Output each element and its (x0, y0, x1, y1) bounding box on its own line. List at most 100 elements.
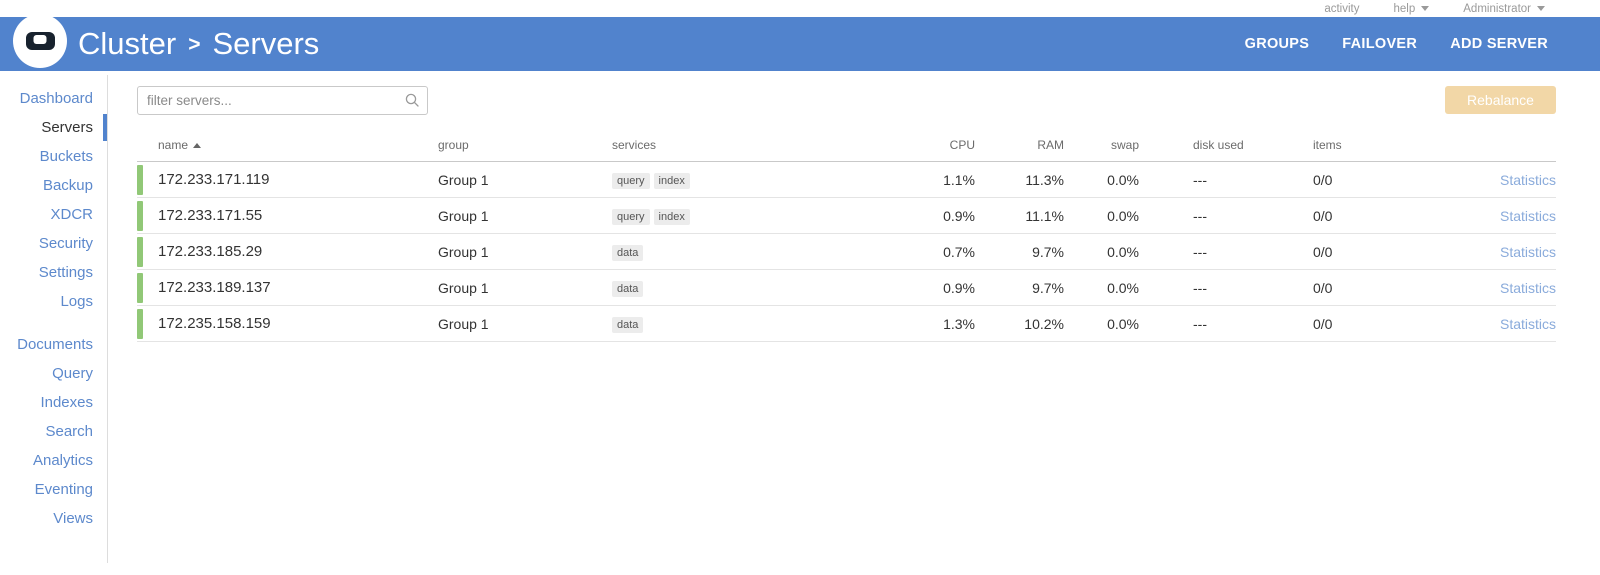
chevron-down-icon (1421, 6, 1430, 11)
sort-asc-icon (193, 142, 202, 148)
server-name: 172.233.185.29 (158, 243, 263, 260)
col-header-ram[interactable]: RAM (1037, 138, 1064, 152)
top-strip: activity help Administrator (0, 0, 1600, 17)
items-value: 0/0 (1313, 171, 1333, 188)
col-header-cpu[interactable]: CPU (949, 138, 975, 152)
server-row[interactable]: 172.233.189.137 Group 1 data 0.9% 9.7% 0… (137, 270, 1556, 306)
header-nav: GROUPS FAILOVER ADD SERVER (1245, 36, 1600, 52)
filter-wrap (137, 86, 428, 115)
server-row[interactable]: 172.235.158.159 Group 1 data 1.3% 10.2% … (137, 306, 1556, 342)
statistics-link[interactable]: Statistics (1499, 243, 1556, 260)
sidebar-item-search[interactable]: Search (45, 423, 93, 440)
server-name: 172.233.171.119 (158, 171, 270, 188)
active-indicator (103, 114, 107, 141)
activity-label: activity (1324, 2, 1360, 15)
cpu-value: 0.9% (943, 207, 975, 224)
server-name: 172.233.171.55 (158, 207, 263, 224)
breadcrumb-separator: > (188, 33, 201, 56)
activity-link[interactable]: activity (1324, 3, 1359, 15)
sidebar-item-query[interactable]: Query (52, 365, 93, 382)
couchbase-couch-icon (25, 32, 55, 50)
sidebar-divider (107, 75, 108, 563)
cpu-value: 0.7% (943, 243, 975, 260)
toolbar: Rebalance (137, 86, 1556, 115)
couchbase-logo (13, 14, 67, 68)
sidebar-item-label: Servers (41, 119, 93, 136)
swap-value: 0.0% (1107, 207, 1139, 224)
cpu-value: 1.1% (943, 171, 975, 188)
rebalance-button[interactable]: Rebalance (1445, 86, 1556, 114)
server-name: 172.233.189.137 (158, 279, 271, 296)
swap-value: 0.0% (1107, 279, 1139, 296)
failover-button[interactable]: FAILOVER (1342, 36, 1418, 52)
server-row[interactable]: 172.233.185.29 Group 1 data 0.7% 9.7% 0.… (137, 234, 1556, 270)
disk-used-value: --- (1193, 315, 1207, 332)
col-header-items[interactable]: items (1313, 138, 1342, 152)
service-badges: query index (612, 207, 912, 225)
service-badges: data (612, 315, 912, 333)
server-group: Group 1 (438, 171, 489, 188)
sidebar-item-documents[interactable]: Documents (17, 336, 93, 353)
chevron-down-icon (1537, 6, 1545, 11)
service-badges: data (612, 279, 912, 297)
sidebar-item-dashboard[interactable]: Dashboard (19, 90, 93, 107)
service-badge: index (653, 208, 690, 225)
sidebar-item-buckets[interactable]: Buckets (39, 148, 93, 165)
cpu-value: 1.3% (943, 315, 975, 332)
breadcrumb-cluster: Cluster (78, 26, 177, 61)
ram-value: 11.3% (1025, 171, 1064, 188)
server-group: Group 1 (438, 243, 489, 260)
user-menu[interactable]: Administrator (1463, 3, 1545, 15)
search-icon (404, 92, 420, 113)
service-badges: query index (612, 171, 912, 189)
sidebar-item-views[interactable]: Views (53, 510, 93, 527)
disk-used-value: --- (1193, 171, 1207, 188)
sidebar-item-backup[interactable]: Backup (42, 177, 93, 194)
statistics-link[interactable]: Statistics (1499, 315, 1556, 332)
statistics-link[interactable]: Statistics (1499, 279, 1556, 296)
disk-used-value: --- (1193, 243, 1207, 260)
add-server-button[interactable]: ADD SERVER (1450, 36, 1548, 52)
server-row[interactable]: 172.233.171.119 Group 1 query index 1.1% … (137, 162, 1556, 198)
sidebar-item-servers[interactable]: Servers (0, 113, 107, 142)
sidebar: Dashboard Servers Buckets Backup XDCR Se… (0, 71, 107, 533)
items-value: 0/0 (1313, 207, 1333, 224)
swap-value: 0.0% (1107, 243, 1139, 260)
help-label: help (1393, 2, 1416, 15)
col-header-services[interactable]: services (612, 138, 657, 152)
groups-button[interactable]: GROUPS (1244, 36, 1310, 52)
disk-used-value: --- (1193, 207, 1207, 224)
col-header-disk-used[interactable]: disk used (1193, 138, 1244, 152)
service-badge: data (612, 316, 644, 333)
main-content: Rebalance name group services CPU RAM sw… (137, 71, 1556, 342)
breadcrumb: Cluster > Servers (78, 26, 319, 62)
swap-value: 0.0% (1107, 171, 1139, 188)
sidebar-item-settings[interactable]: Settings (38, 264, 93, 281)
app-header: Cluster > Servers GROUPS FAILOVER ADD SE… (0, 14, 1600, 71)
items-value: 0/0 (1313, 279, 1333, 296)
sidebar-item-xdcr[interactable]: XDCR (50, 206, 93, 223)
server-row[interactable]: 172.233.171.55 Group 1 query index 0.9% 1… (137, 198, 1556, 234)
ram-value: 10.2% (1024, 315, 1064, 332)
sidebar-item-analytics[interactable]: Analytics (32, 452, 93, 469)
col-header-name[interactable]: name (158, 138, 438, 152)
service-badge: query (612, 208, 650, 225)
sidebar-item-logs[interactable]: Logs (60, 293, 93, 310)
filter-servers-input[interactable] (137, 86, 428, 115)
sidebar-item-eventing[interactable]: Eventing (34, 481, 93, 498)
help-menu[interactable]: help (1394, 3, 1430, 15)
col-header-group[interactable]: group (438, 138, 469, 152)
service-badge: index (653, 172, 690, 189)
ram-value: 11.1% (1025, 207, 1064, 224)
items-value: 0/0 (1313, 243, 1333, 260)
sidebar-item-security[interactable]: Security (38, 235, 93, 252)
health-indicator (137, 308, 143, 339)
service-badge: data (612, 280, 644, 297)
statistics-link[interactable]: Statistics (1499, 207, 1556, 224)
table-header: name group services CPU RAM swap disk us… (137, 129, 1556, 162)
statistics-link[interactable]: Statistics (1499, 171, 1556, 188)
col-header-swap[interactable]: swap (1110, 138, 1139, 152)
sidebar-item-indexes[interactable]: Indexes (40, 394, 93, 411)
service-badge: data (612, 244, 644, 261)
health-indicator (137, 272, 143, 303)
